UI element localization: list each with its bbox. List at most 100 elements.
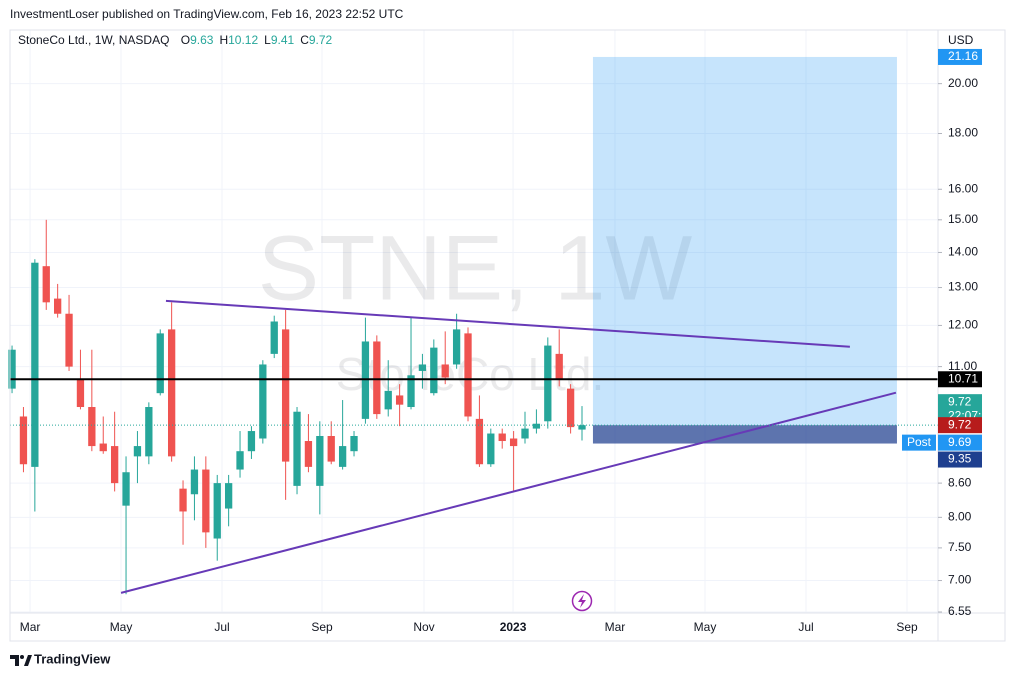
drawings <box>592 56 897 444</box>
candle-body <box>498 433 506 442</box>
post-tag-box <box>902 434 936 451</box>
candle-body <box>384 390 392 410</box>
candle-body <box>88 407 96 447</box>
candle-body <box>338 446 347 467</box>
x-tick-label: 2023 <box>500 620 527 634</box>
candle-body <box>8 349 16 389</box>
price-label: 9.72 <box>948 417 972 431</box>
candle-body <box>487 433 495 465</box>
x-tick-label: Sep <box>311 620 333 634</box>
candle-body <box>247 431 256 452</box>
candle-body <box>179 488 187 512</box>
candle-body <box>304 441 313 467</box>
candle-body <box>281 329 290 462</box>
trendline <box>120 391 897 594</box>
candle-body <box>224 483 233 509</box>
y-tick-label: 16.00 <box>948 181 978 195</box>
candle-body <box>270 321 278 354</box>
grid <box>10 30 938 613</box>
y-tick-label: 8.60 <box>948 475 972 489</box>
candle-body <box>578 425 586 430</box>
legend-key: H <box>219 33 228 47</box>
y-tick-label: 7.50 <box>948 540 972 554</box>
overlays <box>10 299 938 594</box>
logo-mark <box>10 655 19 666</box>
y-tick-label: 8.00 <box>948 510 972 524</box>
candle-body <box>430 347 438 394</box>
x-tick-label: Mar <box>20 620 41 634</box>
candle-body <box>122 472 130 506</box>
x-tick-label: Jul <box>214 620 229 634</box>
candle-body <box>31 262 39 467</box>
candle-body <box>236 451 244 470</box>
price-label: 9.69 <box>948 435 972 449</box>
footer-brand: TradingView <box>34 651 111 666</box>
candle-body <box>418 364 427 371</box>
candle-body <box>544 345 552 422</box>
post-tag: Post <box>907 435 932 449</box>
candle-body <box>156 333 164 394</box>
y-tick-label: 13.00 <box>948 280 978 294</box>
legend-title: StoneCo Ltd., 1W, NASDAQ <box>18 33 169 47</box>
position-target-zone <box>592 56 897 426</box>
price-label: 9.35 <box>948 452 972 466</box>
price-label-box <box>938 451 982 468</box>
legend-value: 9.72 <box>309 33 333 47</box>
legend-key: L <box>264 33 271 47</box>
candle-body <box>133 446 142 457</box>
currency: USD <box>948 33 974 47</box>
candle-body <box>464 333 472 417</box>
logo-slash <box>24 655 32 666</box>
candle-body <box>167 329 176 457</box>
candle-body <box>566 388 575 428</box>
price-label-box <box>938 371 982 388</box>
footer-logo <box>10 655 32 666</box>
x-tick-label: May <box>110 620 133 634</box>
candle-body <box>202 469 210 533</box>
candle-body <box>521 428 529 439</box>
candle-body <box>145 407 153 457</box>
candle-body <box>555 353 563 380</box>
logo-dot <box>20 655 24 659</box>
price-label: 10.71 <box>948 371 978 385</box>
candle-body <box>407 375 415 408</box>
x-tick-label: Nov <box>413 620 434 634</box>
candle-body <box>54 298 62 314</box>
legend-value: 10.12 <box>228 33 258 47</box>
axes: 6.55 7.00 7.50 8.00 8.60 11.00 12.00 13.00 14.00… <box>20 48 995 634</box>
candle-body <box>532 423 541 429</box>
y-tick-label: 6.55 <box>948 604 972 618</box>
y-tick-label: 14.00 <box>948 245 978 259</box>
y-tick-label: 18.00 <box>948 126 978 140</box>
candle-body <box>350 436 358 452</box>
alert-icon[interactable] <box>571 590 593 612</box>
legend-key: O <box>181 33 190 47</box>
legend-value: 9.63 <box>190 33 214 47</box>
candle-body <box>42 266 50 303</box>
candle-body <box>327 436 335 462</box>
candle-body <box>475 418 484 465</box>
y-tick-label: 12.00 <box>948 318 978 332</box>
price-label: 9.72 <box>948 394 972 408</box>
candle-body <box>213 483 221 539</box>
candle-body <box>509 438 518 447</box>
publisher: InvestmentLoser published on TradingView… <box>10 7 404 21</box>
trendline <box>165 299 850 348</box>
legend-key: C <box>300 33 309 47</box>
candle-body <box>76 379 85 408</box>
alert-bolt[interactable] <box>578 594 586 608</box>
candle-body <box>293 411 301 486</box>
candle-body <box>452 329 461 365</box>
position-stop-zone <box>592 425 897 444</box>
price-label: 21.16 <box>948 49 978 63</box>
candle-body <box>316 436 324 486</box>
x-tick-label: May <box>694 620 717 634</box>
y-tick-label: 11.00 <box>948 359 977 373</box>
candle-body <box>373 341 381 415</box>
candle-body <box>19 416 28 465</box>
x-tick-label: Sep <box>896 620 918 634</box>
y-tick-label: 15.00 <box>948 212 978 226</box>
candle-body <box>259 364 267 439</box>
